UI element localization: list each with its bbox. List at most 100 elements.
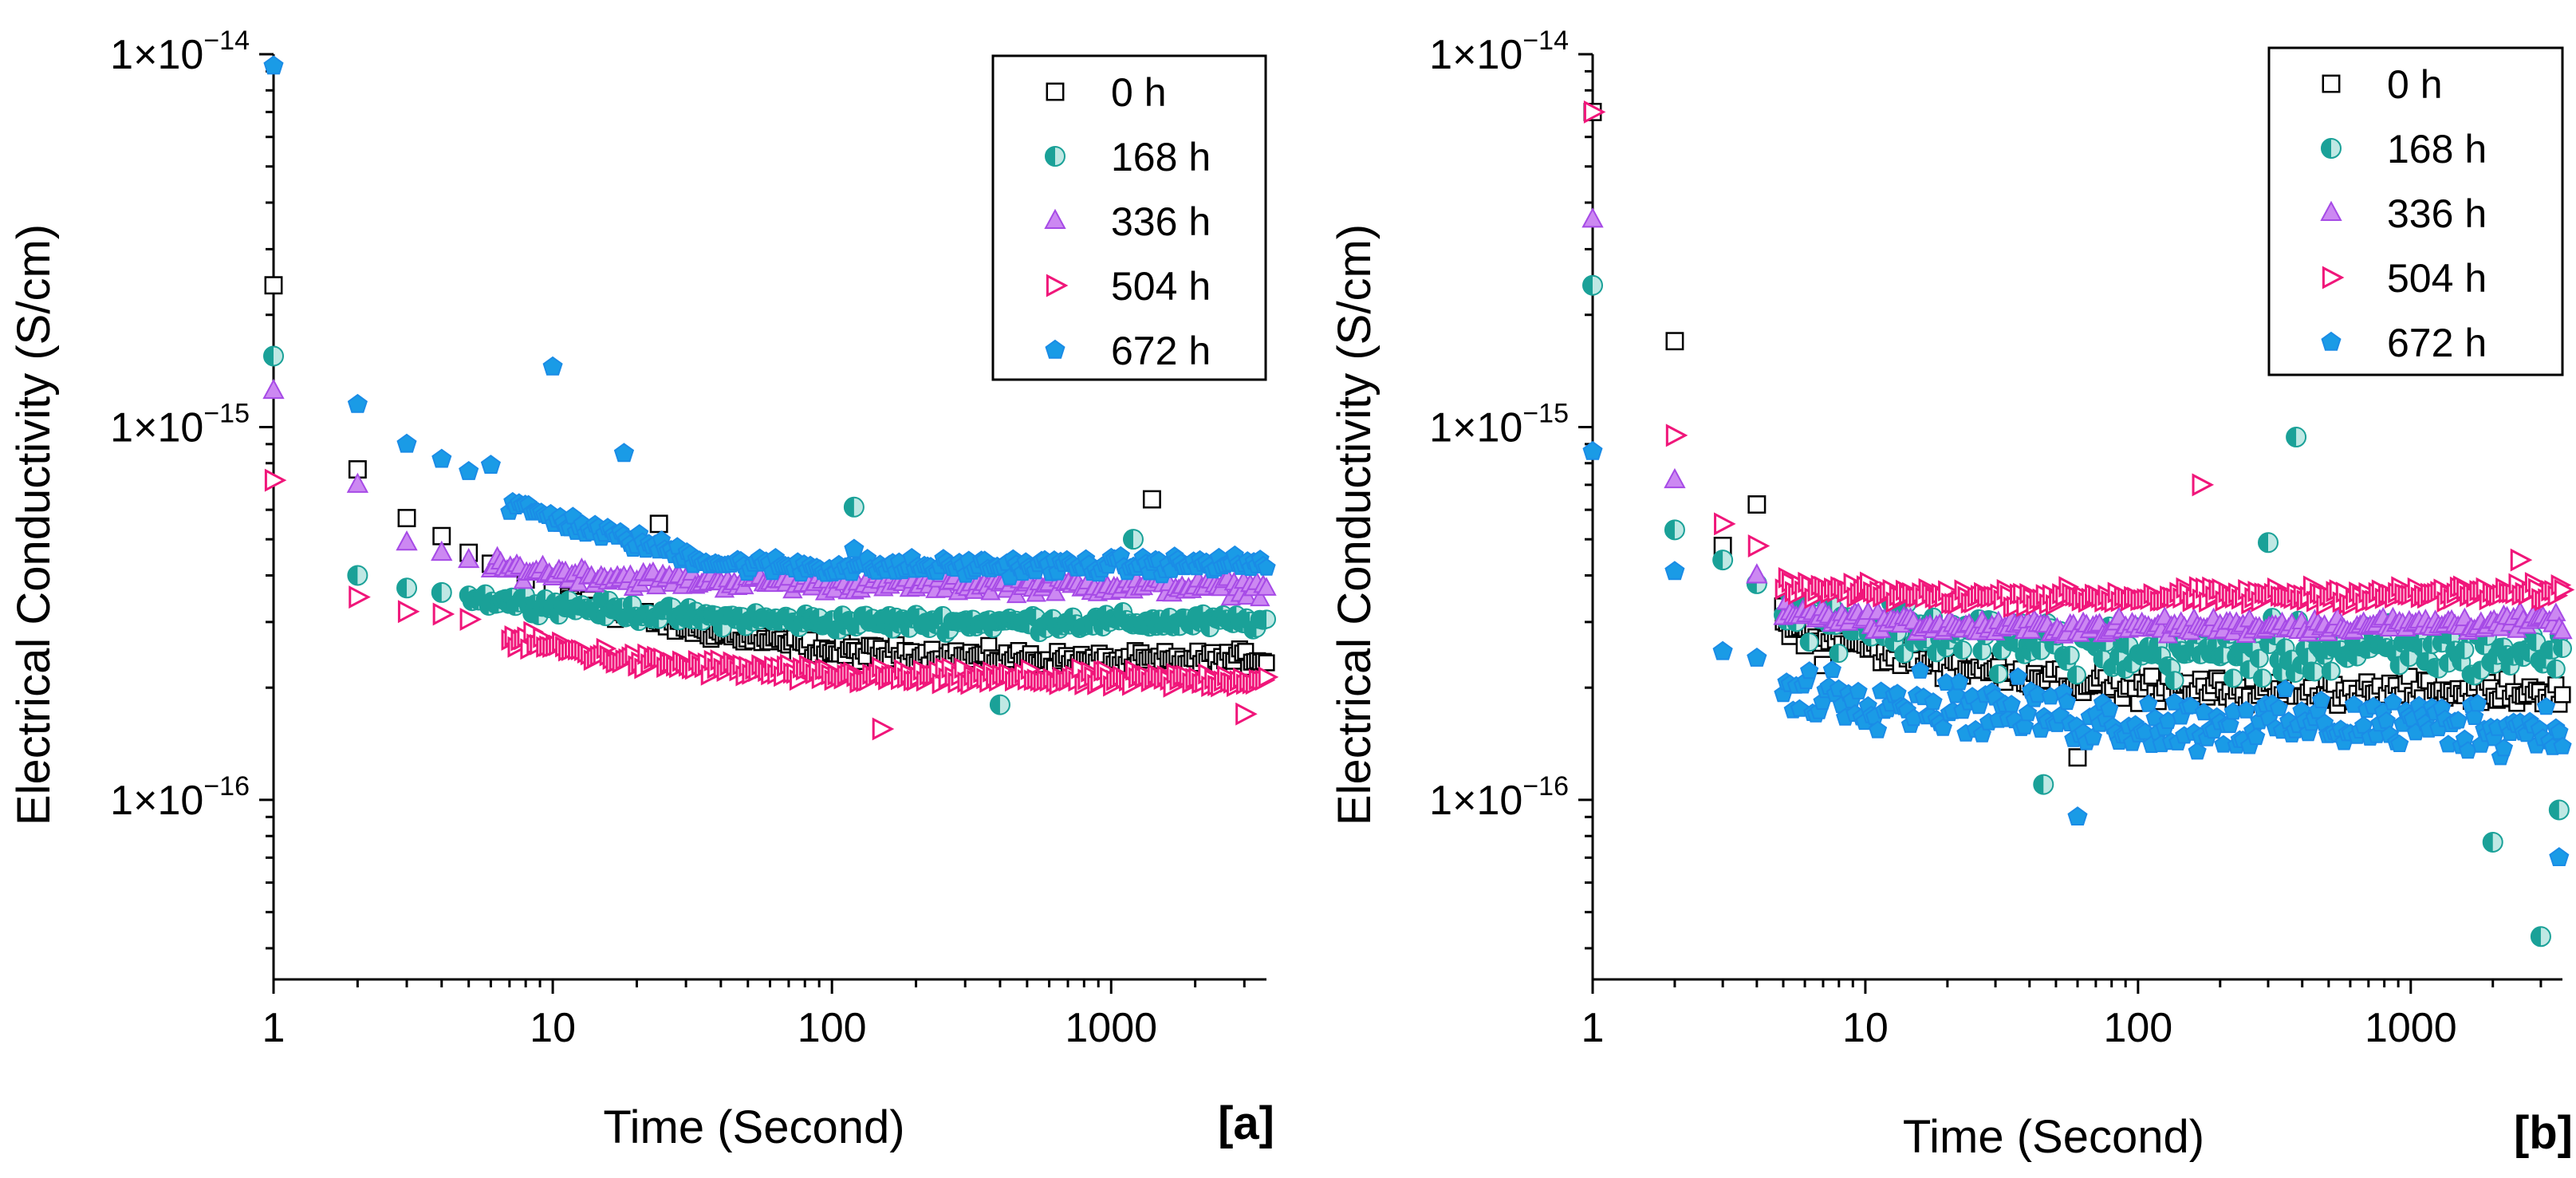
data-point xyxy=(2465,707,2484,725)
data-point xyxy=(2550,722,2569,740)
legend-box xyxy=(991,54,1267,381)
legend-marker xyxy=(1044,208,1066,229)
legend-label: 672 h xyxy=(1111,329,1211,373)
data-point xyxy=(2192,473,2215,497)
data-point xyxy=(2269,698,2288,716)
data-point xyxy=(2554,686,2571,703)
data-point xyxy=(1257,609,1276,629)
series-504h xyxy=(1583,100,2575,618)
data-point xyxy=(2536,697,2556,715)
data-point xyxy=(2553,736,2572,754)
data-point xyxy=(2223,668,2243,688)
legend-label: 336 h xyxy=(2387,191,2487,236)
data-point xyxy=(2548,799,2570,821)
data-point xyxy=(1829,644,1849,664)
data-point xyxy=(2236,700,2256,719)
data-point xyxy=(347,393,368,413)
data-point xyxy=(397,509,416,528)
data-point xyxy=(480,455,501,474)
data-point xyxy=(431,540,453,561)
series-336h xyxy=(1581,207,2573,644)
panel-label: [a] xyxy=(1218,1097,1274,1149)
data-point xyxy=(1952,640,1972,660)
y-axis-title: Electrical Conductivity (S/cm) xyxy=(8,224,60,825)
x-tick-label: 10 xyxy=(1842,1005,1889,1051)
legend-label: 672 h xyxy=(2387,321,2487,365)
legend-label: 336 h xyxy=(1111,199,1211,244)
data-point xyxy=(989,694,1010,715)
data-point xyxy=(2100,699,2119,718)
data-point xyxy=(349,585,371,609)
y-tick-label: 1×10−16 xyxy=(110,771,250,824)
data-point xyxy=(262,378,285,400)
data-point xyxy=(2494,739,2514,757)
legend: 0 h 168 h 336 h 504 h 672 h xyxy=(2267,46,2564,376)
series-504h xyxy=(264,468,1279,741)
data-point xyxy=(2249,648,2269,668)
legend-label: 504 h xyxy=(1111,264,1211,309)
data-point xyxy=(2066,665,2086,685)
data-point xyxy=(2321,661,2341,681)
series-336h xyxy=(262,378,1277,607)
data-point xyxy=(2311,690,2331,708)
legend-label: 504 h xyxy=(2387,256,2487,301)
data-point xyxy=(872,717,895,741)
data-point xyxy=(264,468,287,492)
data-point xyxy=(1933,718,1952,736)
data-point xyxy=(1747,495,1767,514)
data-point xyxy=(2058,691,2077,711)
data-point xyxy=(432,602,455,626)
data-point xyxy=(2468,694,2487,712)
data-point xyxy=(346,472,369,493)
data-point xyxy=(2448,711,2468,729)
data-point xyxy=(1664,467,1686,489)
data-point xyxy=(263,345,284,367)
data-point xyxy=(1868,720,1888,739)
data-point xyxy=(2033,774,2054,795)
data-point xyxy=(2068,748,2087,767)
data-point xyxy=(2530,926,2551,948)
legend-marker xyxy=(2322,74,2341,93)
data-point xyxy=(1822,660,1841,678)
data-point xyxy=(264,276,283,295)
data-point xyxy=(1800,661,1819,680)
data-point xyxy=(649,514,668,534)
data-point xyxy=(2553,639,2572,659)
data-point xyxy=(2083,727,2102,746)
data-point xyxy=(542,356,563,376)
data-point xyxy=(396,577,418,599)
legend-label: 0 h xyxy=(2387,62,2443,107)
y-tick-label: 1×10−15 xyxy=(1429,398,1569,451)
data-point xyxy=(1972,640,1992,660)
data-point xyxy=(1581,207,1604,228)
y-tick-label: 1×10−16 xyxy=(1429,771,1569,824)
data-point xyxy=(1257,557,1276,576)
data-point xyxy=(1235,702,1258,726)
data-point xyxy=(1664,519,1685,541)
data-point xyxy=(397,600,420,624)
data-point xyxy=(613,443,635,463)
data-point xyxy=(1747,647,1767,667)
data-point xyxy=(2015,716,2034,735)
data-point xyxy=(458,547,480,569)
data-point xyxy=(843,496,865,518)
data-point xyxy=(2139,694,2158,712)
legend-box xyxy=(2267,46,2564,376)
data-point xyxy=(2239,660,2259,680)
series-168h xyxy=(263,345,1276,715)
data-point xyxy=(1712,640,1733,660)
series-168h xyxy=(1582,274,2572,948)
data-point xyxy=(844,538,865,558)
series-672h xyxy=(263,55,1276,585)
data-point xyxy=(2164,692,2184,711)
data-point xyxy=(2164,671,2184,691)
data-point xyxy=(2286,427,2307,448)
data-point xyxy=(1746,563,1768,584)
data-point xyxy=(2383,692,2403,711)
data-point xyxy=(2546,602,2566,621)
legend-marker xyxy=(1046,82,1065,101)
data-point xyxy=(459,460,479,480)
x-axis-title: Time (Second) xyxy=(1903,1111,2204,1163)
data-point xyxy=(1872,681,1891,699)
data-point xyxy=(431,448,452,468)
